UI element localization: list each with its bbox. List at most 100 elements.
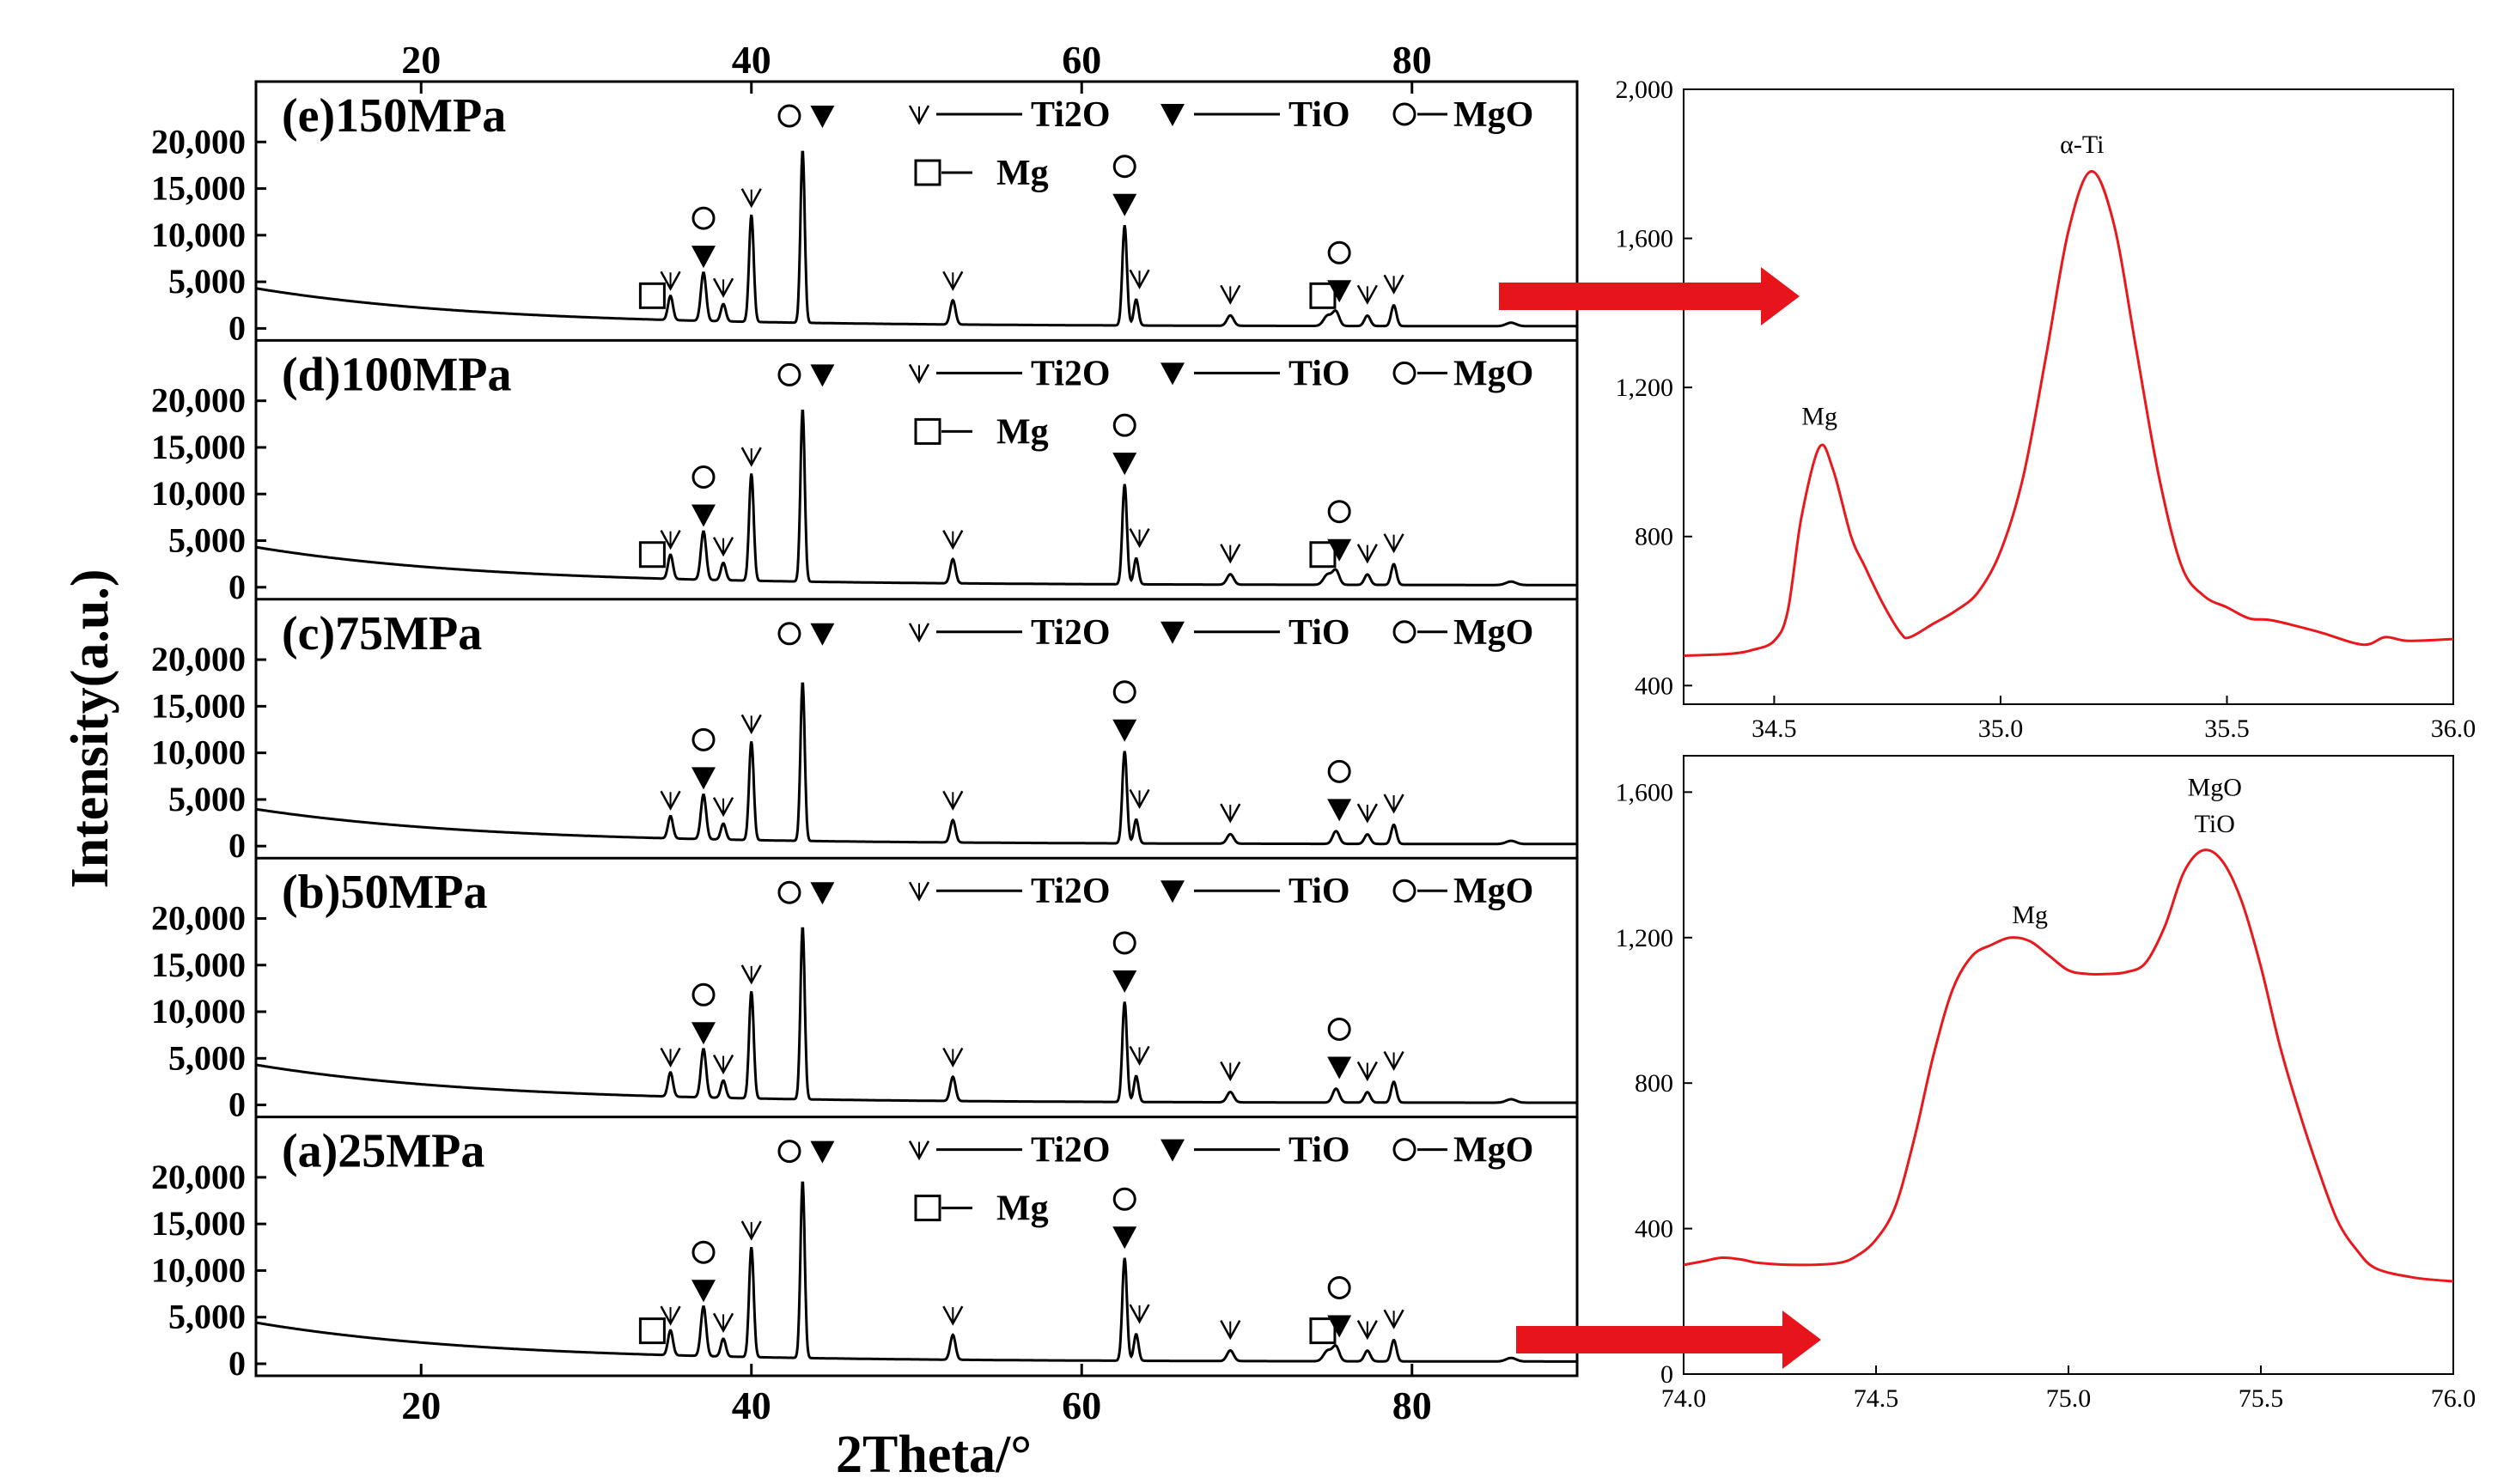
ti2o-marker-shape bbox=[660, 1047, 681, 1068]
ti2o-marker bbox=[740, 964, 762, 985]
ti2o-marker bbox=[942, 790, 964, 811]
y-tick-label: 15,000 bbox=[151, 946, 246, 984]
ti2o-marker-shape bbox=[1220, 544, 1241, 564]
ti2o-marker bbox=[1220, 544, 1241, 564]
inset-frame bbox=[1683, 88, 2454, 705]
ti2o-marker-shape bbox=[942, 1305, 964, 1326]
mgo-marker bbox=[1392, 1138, 1416, 1162]
tio-marker bbox=[1112, 453, 1137, 476]
inset-y-tick-label: 400 bbox=[1635, 672, 1673, 700]
y-tick-label: 20,000 bbox=[151, 381, 246, 420]
ti2o-marker-shape bbox=[908, 881, 930, 902]
xrd-trace bbox=[255, 682, 1577, 846]
ti2o-marker-shape bbox=[660, 271, 681, 291]
tio-marker bbox=[691, 246, 716, 269]
panel-label: (d)100MPa bbox=[282, 348, 512, 401]
legend-mgo: MgO bbox=[1453, 872, 1533, 911]
ti2o-marker bbox=[1356, 803, 1378, 824]
tio-marker bbox=[1327, 280, 1352, 303]
ti2o-marker bbox=[740, 714, 762, 734]
ti2o-marker-shape bbox=[1129, 1304, 1150, 1324]
inset-trace bbox=[1683, 170, 2454, 658]
ti2o-marker-shape bbox=[1383, 1309, 1404, 1329]
mg-marker bbox=[1309, 282, 1337, 309]
mgo-marker bbox=[777, 622, 801, 646]
panel-label: (a)25MPa bbox=[282, 1125, 484, 1178]
ti2o-marker bbox=[660, 1305, 681, 1326]
legend-tio: TiO bbox=[1288, 354, 1350, 393]
x-tick-label-bottom: 80 bbox=[1392, 1384, 1432, 1427]
ti2o-marker bbox=[1383, 1050, 1404, 1072]
ti2o-marker-shape bbox=[740, 188, 762, 209]
mgo-marker bbox=[1112, 680, 1136, 704]
y-tick-label: 15,000 bbox=[151, 428, 246, 466]
y-tick-label: 0 bbox=[228, 568, 246, 606]
legend-mgo: MgO bbox=[1453, 95, 1533, 135]
legend-mg: Mg bbox=[996, 1189, 1049, 1229]
y-tick-label: 20,000 bbox=[151, 898, 246, 937]
legend-tio: TiO bbox=[1288, 872, 1350, 911]
ti2o-marker-shape bbox=[1356, 284, 1378, 305]
ti2o-marker-shape bbox=[942, 271, 964, 291]
ti2o-marker-shape bbox=[942, 530, 964, 550]
legend-tio: TiO bbox=[1288, 613, 1350, 653]
ti2o-marker-shape bbox=[740, 1220, 762, 1241]
y-tick-label: 20,000 bbox=[151, 122, 246, 161]
tio-marker bbox=[810, 1140, 835, 1164]
ti2o-marker-shape bbox=[1220, 803, 1241, 824]
inset-annotation: MgO bbox=[2188, 774, 2242, 802]
y-tick-label: 0 bbox=[228, 1086, 246, 1124]
xrd-trace bbox=[255, 927, 1577, 1104]
mgo-marker bbox=[1112, 1187, 1136, 1211]
ti2o-marker-shape bbox=[712, 277, 734, 298]
ti2o-marker-shape bbox=[712, 537, 734, 557]
ti2o-marker bbox=[1129, 269, 1150, 289]
inset-x-tick-label: 75.0 bbox=[2046, 1384, 2092, 1413]
ti2o-marker-shape bbox=[942, 1047, 964, 1068]
legend-tio: TiO bbox=[1288, 95, 1350, 135]
y-axis-label: Intensity(a.u.) bbox=[61, 569, 119, 888]
panel-2: 0 5,000 10,000 15,000 20,000 (c)75MPa Ti2O TiO M… bbox=[151, 598, 1577, 865]
tio-marker bbox=[1112, 1226, 1137, 1250]
inset-y-tick-label: 0 bbox=[1660, 1360, 1673, 1389]
mg-marker bbox=[638, 1317, 666, 1345]
mgo-marker bbox=[1112, 931, 1136, 955]
legend-ti2o: Ti2O bbox=[1031, 872, 1111, 911]
ti2o-marker bbox=[908, 623, 930, 643]
mgo-marker bbox=[777, 880, 801, 904]
tio-marker bbox=[1112, 719, 1137, 742]
inset-trace bbox=[1683, 848, 2454, 1283]
ti2o-marker-shape bbox=[740, 447, 762, 467]
mg-marker bbox=[914, 1195, 941, 1222]
y-tick-label: 10,000 bbox=[151, 216, 246, 254]
ti2o-marker bbox=[1220, 803, 1241, 824]
ti2o-marker bbox=[1383, 1309, 1404, 1329]
x-tick-label-top: 80 bbox=[1392, 38, 1432, 82]
mgo-marker bbox=[691, 465, 716, 489]
y-tick-label: 20,000 bbox=[151, 1158, 246, 1196]
inset-y-tick-label: 400 bbox=[1635, 1215, 1673, 1244]
ti2o-marker-shape bbox=[1383, 274, 1404, 295]
ti2o-marker bbox=[1220, 284, 1241, 305]
ti2o-marker bbox=[1383, 533, 1404, 554]
mg-marker bbox=[914, 159, 941, 186]
legend-ti2o: Ti2O bbox=[1031, 613, 1111, 653]
y-tick-label: 10,000 bbox=[151, 992, 246, 1031]
ti2o-marker bbox=[1356, 284, 1378, 305]
inset-y-tick-label: 1,200 bbox=[1616, 924, 1674, 952]
arrows bbox=[1499, 267, 1821, 1369]
ti2o-marker bbox=[908, 363, 930, 384]
tio-marker bbox=[810, 106, 835, 128]
ti2o-marker-shape bbox=[1356, 803, 1378, 824]
legend-mgo: MgO bbox=[1453, 613, 1533, 653]
inset-x-tick-label: 36.0 bbox=[2431, 715, 2476, 743]
ti2o-marker-shape bbox=[712, 1312, 734, 1333]
mg-marker bbox=[638, 282, 666, 309]
ti2o-marker bbox=[942, 271, 964, 291]
ti2o-marker-shape bbox=[908, 1140, 930, 1161]
y-tick-label: 20,000 bbox=[151, 640, 246, 678]
mgo-marker bbox=[777, 362, 801, 386]
y-tick-label: 15,000 bbox=[151, 169, 246, 208]
y-tick-label: 10,000 bbox=[151, 474, 246, 513]
